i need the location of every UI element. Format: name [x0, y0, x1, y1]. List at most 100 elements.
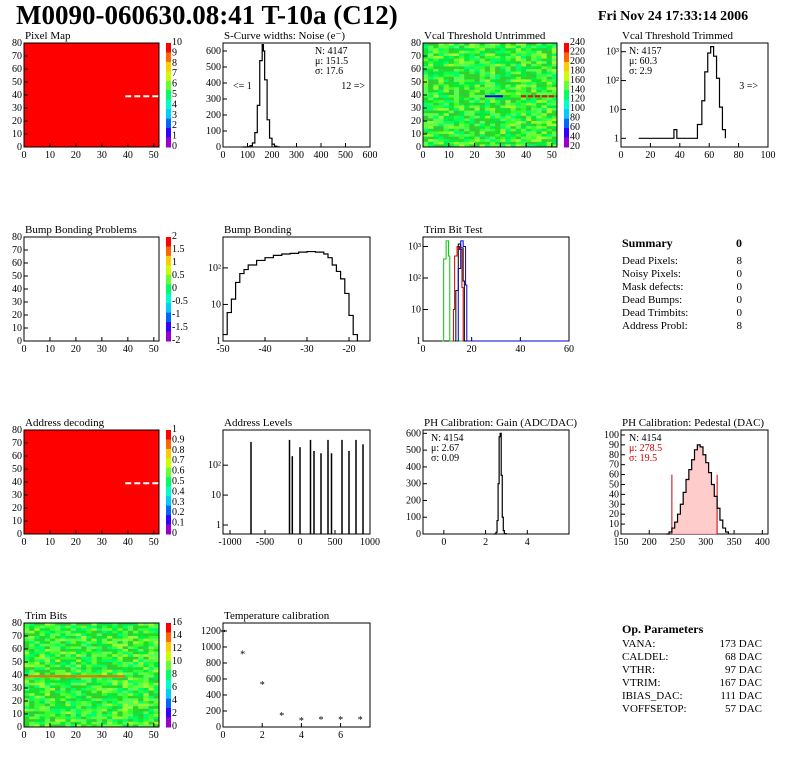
heatmap-cell	[133, 719, 139, 723]
heatmap-cell	[438, 102, 445, 106]
heatmap-cell	[479, 82, 486, 85]
heatmap-cell	[546, 92, 553, 96]
heatmap-cell	[428, 71, 434, 75]
heatmap-cell	[117, 633, 124, 637]
heatmap-cell	[438, 136, 445, 140]
heatmap-cell	[438, 71, 445, 75]
heatmap-cell	[490, 48, 496, 52]
heatmap-cell	[448, 115, 455, 119]
heatmap-cell	[490, 74, 496, 78]
heatmap-cell	[526, 144, 532, 148]
heatmap-cell	[505, 118, 512, 122]
heatmap-cell	[70, 667, 77, 671]
heatmap-cell	[438, 82, 445, 85]
heatmap-cell	[81, 643, 87, 647]
heatmap-cell	[122, 651, 129, 655]
heatmap-cell	[143, 677, 150, 681]
heatmap-cell	[438, 92, 445, 96]
palette-tick: 1	[172, 424, 177, 435]
heatmap-cell	[133, 698, 139, 702]
series-line	[457, 240, 569, 342]
heatmap-cell	[500, 43, 506, 46]
heatmap-cell	[428, 84, 434, 88]
heatmap-cell	[138, 630, 144, 634]
heatmap-cell	[117, 659, 124, 663]
heatmap-cell	[60, 677, 66, 681]
heatmap-cell	[526, 53, 532, 57]
heatmap-cell	[551, 56, 558, 59]
palette-tick: 180	[570, 65, 585, 76]
heatmap-cell	[531, 74, 537, 78]
heatmap-cell	[443, 82, 450, 85]
x-tick-label: 2	[260, 730, 265, 741]
heatmap-cell	[464, 71, 470, 75]
heatmap-cell	[459, 66, 465, 70]
heatmap-cell	[24, 664, 30, 668]
heatmap-cell	[91, 698, 98, 702]
heatmap-cell	[39, 630, 46, 634]
heatmap-cell	[49, 636, 56, 639]
heatmap-cell	[133, 654, 139, 658]
heatmap-cell	[138, 721, 144, 725]
y-tick-label: 20	[12, 116, 22, 127]
heatmap-cell	[505, 134, 512, 137]
heatmap-cell	[551, 43, 558, 46]
heatmap-cell	[438, 95, 445, 98]
heatmap-cell	[551, 136, 558, 140]
heatmap-cell	[438, 45, 445, 49]
palette-tick: 2	[172, 120, 177, 131]
heatmap-cell	[515, 134, 522, 137]
heatmap-cell	[24, 703, 30, 707]
heatmap-cell	[469, 48, 475, 52]
heatmap-cell	[541, 76, 548, 80]
heatmap-cell	[107, 656, 113, 660]
heatmap-cell	[44, 641, 51, 645]
heatmap-cell	[107, 693, 113, 697]
heatmap-cell	[101, 667, 108, 671]
heatmap-cell	[117, 643, 124, 647]
heatmap-cell	[133, 649, 139, 652]
heatmap-cell	[448, 50, 455, 54]
heatmap-cell	[107, 677, 113, 681]
palette-tick: 240	[570, 37, 585, 48]
heatmap-cell	[70, 638, 77, 642]
heatmap-cell	[423, 56, 429, 59]
heatmap-cell	[127, 659, 134, 663]
palette-band	[166, 524, 171, 535]
heatmap-cell	[433, 121, 439, 124]
heatmap-cell	[81, 682, 87, 686]
heatmap-cell	[448, 139, 455, 143]
heatmap-cell	[495, 87, 501, 91]
heatmap-cell	[469, 79, 475, 83]
heatmap-cell	[86, 688, 92, 691]
heatmap-cell	[536, 71, 542, 75]
chart-title: PH Calibration: Gain (ADC/DAC)	[424, 417, 577, 429]
heatmap-cell	[453, 100, 460, 104]
heatmap-cell	[148, 706, 155, 710]
heatmap-cell	[531, 45, 537, 49]
heatmap-cell	[55, 677, 61, 681]
heatmap-cell	[81, 667, 87, 671]
heatmap-cell	[117, 623, 124, 626]
heatmap-cell	[127, 711, 134, 715]
palette-band	[166, 61, 171, 72]
heatmap-cell	[148, 680, 155, 684]
heatmap-cell	[148, 669, 155, 673]
heatmap-cell	[96, 625, 103, 629]
heatmap-cell	[433, 53, 439, 57]
heatmap-cell	[143, 659, 150, 663]
heatmap-cell	[546, 79, 553, 83]
heatmap-cell	[484, 84, 491, 88]
palette-band	[166, 109, 171, 120]
heatmap-cell	[60, 641, 66, 645]
heatmap-cell	[541, 53, 548, 57]
y-tick-label: 50	[12, 464, 22, 475]
heatmap-cell	[474, 110, 481, 114]
heatmap-cell	[464, 84, 470, 88]
heatmap-cell	[112, 693, 118, 697]
heatmap-cell	[479, 102, 486, 106]
heatmap-cell	[91, 654, 98, 658]
heatmap-cell	[495, 84, 501, 88]
heatmap-cell	[24, 633, 30, 637]
heatmap-cell	[510, 139, 517, 143]
